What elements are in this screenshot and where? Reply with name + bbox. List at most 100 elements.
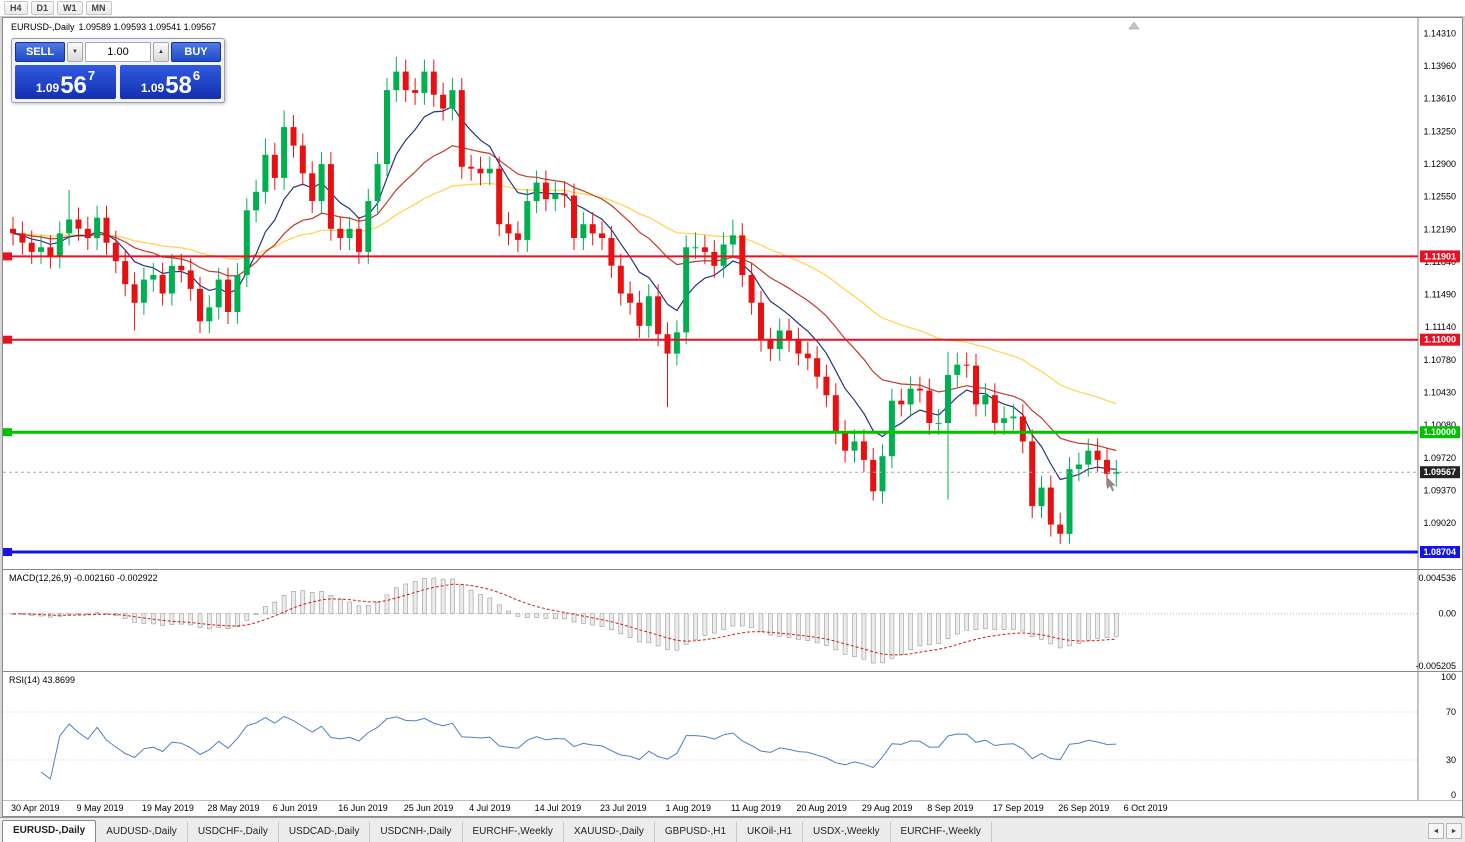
date-label: 26 Sep 2019	[1058, 803, 1110, 813]
svg-text:1.13960: 1.13960	[1423, 61, 1456, 71]
svg-text:1.12550: 1.12550	[1423, 191, 1456, 201]
volume-input[interactable]	[85, 42, 151, 62]
chart-tab[interactable]: XAUUSD-,Daily	[563, 822, 655, 842]
date-label: 8 Sep 2019	[927, 803, 974, 813]
macd-signal-line	[12, 583, 1117, 656]
chart-tab[interactable]: EURUSD-,Daily	[2, 820, 97, 842]
sell-price-display[interactable]: 1.09 56 7	[15, 65, 116, 99]
svg-text:1.14310: 1.14310	[1423, 29, 1456, 39]
rsi-label: RSI(14) 43.8699	[9, 675, 76, 685]
macd-label: MACD(12,26,9) -0.002160 -0.002922	[9, 573, 158, 583]
svg-text:1.09370: 1.09370	[1423, 485, 1456, 495]
date-label: 30 Apr 2019	[11, 803, 60, 813]
chart-ohlc-values: 1.09589 1.09593 1.09541 1.09567	[78, 22, 217, 32]
svg-text:0.00: 0.00	[1438, 609, 1456, 619]
svg-text:-0.005205: -0.005205	[1415, 661, 1456, 671]
svg-text:1.09567: 1.09567	[1423, 467, 1456, 477]
svg-text:30: 30	[1446, 755, 1456, 765]
svg-text:0: 0	[1451, 790, 1456, 800]
timeframe-button-d1[interactable]: D1	[30, 1, 55, 15]
chart-shift-marker-icon	[1128, 21, 1140, 30]
one-click-trading-panel: SELL ▼ ▲ BUY 1.09 56 7 1.09 58 6	[11, 38, 225, 103]
timeframe-toolbar: H4 D1 W1 MN	[0, 0, 1465, 17]
svg-text:1.11140: 1.11140	[1425, 322, 1456, 332]
sell-button[interactable]: SELL	[15, 42, 65, 62]
date-label: 14 Jul 2019	[534, 803, 582, 813]
buy-button[interactable]: BUY	[171, 42, 221, 62]
date-label: 23 Jul 2019	[600, 803, 647, 813]
volume-down-button[interactable]: ▼	[67, 42, 83, 62]
chart-tab[interactable]: EURCHF-,Weekly	[890, 822, 992, 842]
moving-average-line	[12, 105, 1117, 481]
svg-text:1.11901: 1.11901	[1424, 251, 1456, 261]
date-label: 11 Aug 2019	[730, 803, 781, 813]
tab-scroll-right-button[interactable]: ►	[1446, 823, 1462, 839]
svg-text:0.004536: 0.004536	[1418, 573, 1456, 583]
date-label: 29 Aug 2019	[861, 803, 913, 813]
chart-tab-bar: EURUSD-,Daily AUDUSD-,Daily USDCHF-,Daily U…	[0, 817, 1465, 842]
date-label: 28 May 2019	[207, 803, 260, 813]
buy-price-pipette: 6	[192, 68, 201, 83]
timeframe-button-mn[interactable]: MN	[85, 1, 112, 15]
horizontal-line[interactable]: 1.10000	[3, 426, 1460, 439]
buy-price-display[interactable]: 1.09 58 6	[120, 65, 221, 99]
timeframe-button-h4[interactable]: H4	[4, 1, 28, 15]
chart-symbol-header: EURUSD-,Daily 1.09589 1.09593 1.09541 1.0…	[11, 22, 220, 32]
chart-tab[interactable]: EURCHF-,Weekly	[462, 822, 564, 842]
date-axis[interactable]: 30 Apr 2019 9 May 2019 19 May 2019 28 May 2…	[3, 800, 1462, 816]
svg-text:1.13610: 1.13610	[1423, 93, 1456, 103]
date-label: 20 Aug 2019	[796, 803, 847, 813]
svg-text:1.12190: 1.12190	[1423, 225, 1456, 235]
date-label: 19 May 2019	[141, 803, 194, 813]
svg-text:1.11000: 1.11000	[1424, 335, 1456, 345]
chart-window: 1.14310 1.13960 1.13610 1.13250 1.12900 1.125…	[2, 17, 1463, 817]
svg-text:1.10080: 1.10080	[1423, 420, 1456, 430]
volume-up-button[interactable]: ▲	[153, 42, 169, 62]
horizontal-line[interactable]: 1.11901	[3, 250, 1460, 263]
svg-text:1.13250: 1.13250	[1423, 127, 1456, 137]
date-label: 6 Jun 2019	[272, 803, 318, 813]
chart-tab[interactable]: UKOil-,H1	[737, 822, 804, 842]
moving-average-line	[12, 182, 1117, 405]
date-label: 9 May 2019	[76, 803, 124, 813]
chart-tab[interactable]: USDCNH-,Daily	[370, 822, 463, 842]
price-chart-svg[interactable]: 1.14310 1.13960 1.13610 1.13250 1.12900 1.125…	[3, 18, 1462, 569]
macd-histogram	[10, 577, 1119, 664]
svg-text:1.12900: 1.12900	[1423, 159, 1456, 169]
horizontal-line[interactable]: 1.08704	[3, 546, 1460, 558]
price-chart-area[interactable]: 1.14310 1.13960 1.13610 1.13250 1.12900 1.125…	[3, 18, 1462, 569]
macd-panel[interactable]: 0.004536 0.00 -0.005205 MACD(12,26,9) -0.0…	[3, 569, 1462, 671]
date-label: 4 Jul 2019	[469, 803, 511, 813]
chart-tab[interactable]: GBPUSD-,H1	[654, 822, 738, 842]
sell-price-pipette: 7	[87, 68, 96, 83]
date-label: 16 Jun 2019	[338, 803, 388, 813]
chart-tab[interactable]: USDCAD-,Daily	[278, 822, 371, 842]
chart-tab[interactable]: AUDUSD-,Daily	[96, 822, 188, 842]
svg-text:1.10430: 1.10430	[1423, 387, 1456, 397]
svg-text:1.09720: 1.09720	[1423, 453, 1456, 463]
svg-text:1.08704: 1.08704	[1423, 547, 1456, 557]
buy-price-main: 58	[165, 72, 192, 99]
chart-tab[interactable]: USDCHF-,Daily	[187, 822, 279, 842]
date-label: 6 Oct 2019	[1123, 803, 1168, 813]
rsi-line	[40, 715, 1117, 780]
rsi-panel[interactable]: 100 70 30 0 RSI(14) 43.8699	[3, 671, 1462, 800]
svg-text:70: 70	[1446, 707, 1456, 717]
timeframe-button-w1[interactable]: W1	[57, 1, 83, 15]
horizontal-line[interactable]: 1.11000	[3, 333, 1460, 346]
buy-price-prefix: 1.09	[140, 81, 165, 95]
tab-scroll-left-button[interactable]: ◄	[1428, 823, 1444, 839]
svg-text:1.09020: 1.09020	[1423, 518, 1456, 528]
svg-text:1.11490: 1.11490	[1424, 289, 1456, 299]
sell-price-main: 56	[60, 72, 87, 99]
date-label: 1 Aug 2019	[665, 803, 712, 813]
mouse-cursor-icon	[1107, 477, 1116, 492]
chart-tab[interactable]: USDX-,Weekly	[803, 822, 891, 842]
chart-title: EURUSD-,Daily	[11, 22, 75, 32]
candlesticks	[10, 56, 1120, 544]
sell-price-prefix: 1.09	[35, 81, 60, 95]
date-label: 25 Jun 2019	[403, 803, 454, 813]
chevron-up-icon: ▲	[158, 49, 164, 55]
svg-text:1.10000: 1.10000	[1423, 427, 1456, 437]
svg-text:1.10780: 1.10780	[1423, 355, 1456, 365]
